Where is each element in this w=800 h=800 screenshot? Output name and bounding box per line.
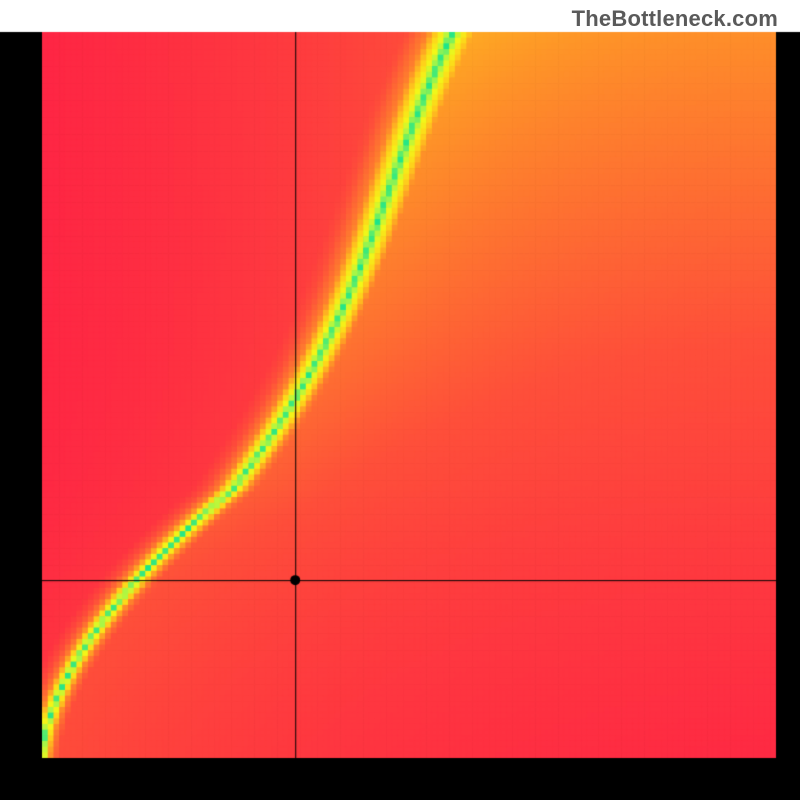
- bottleneck-heatmap: [0, 0, 800, 800]
- chart-container: TheBottleneck.com: [0, 0, 800, 800]
- watermark-text: TheBottleneck.com: [572, 6, 778, 32]
